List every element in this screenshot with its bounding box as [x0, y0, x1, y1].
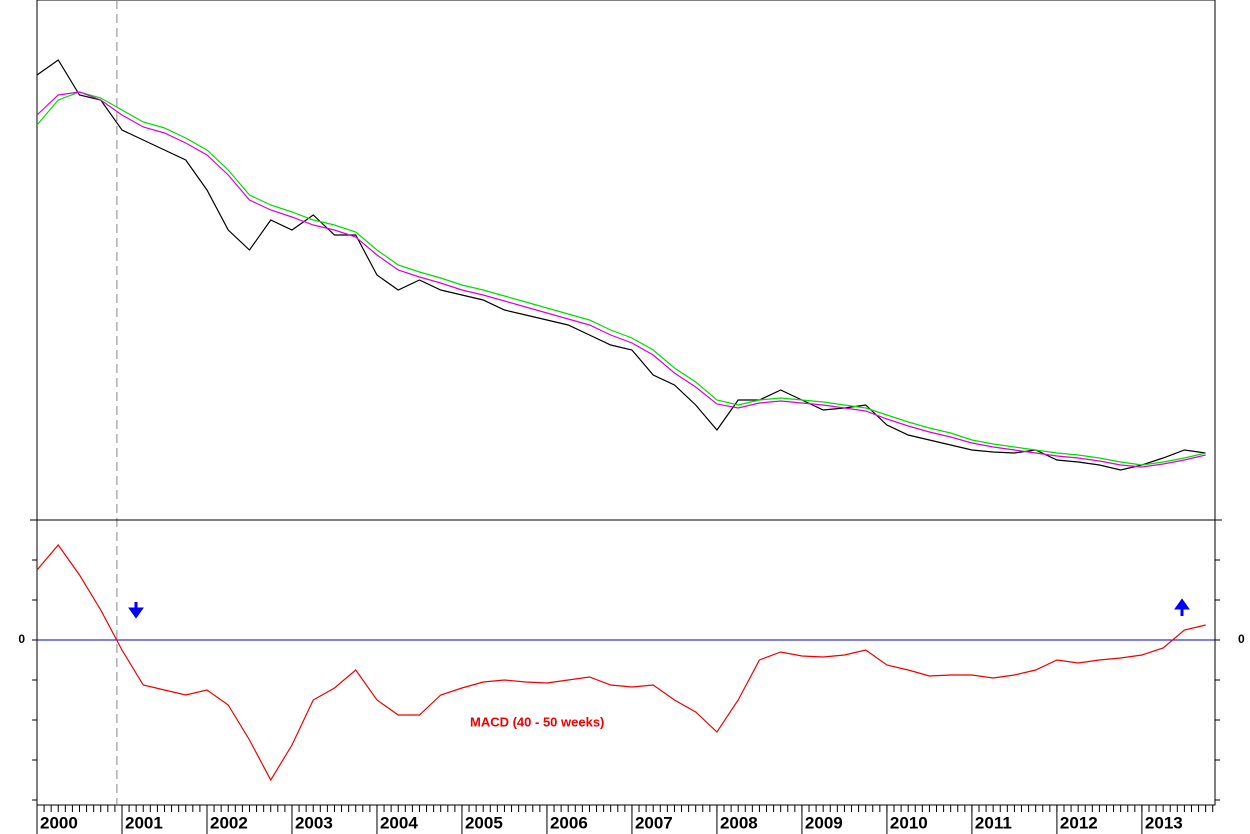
- macd-panel: [36, 519, 1216, 806]
- x-tick-label: 2008: [720, 813, 758, 832]
- x-tick-label: 2010: [890, 813, 928, 832]
- x-tick-label: 2011: [975, 813, 1012, 832]
- series-line: [36, 59, 1206, 471]
- series-line: [36, 91, 1206, 468]
- y-tick-label: 0: [1238, 632, 1245, 646]
- x-tick-label: 2001: [125, 813, 163, 832]
- x-tick-label: 2012: [1060, 813, 1098, 832]
- x-tick-label: 2009: [805, 813, 843, 832]
- x-tick-label: 2002: [210, 813, 248, 832]
- x-tick-label: 2005: [465, 813, 503, 832]
- x-tick-label: 2013: [1145, 813, 1183, 832]
- sell-arrow: [128, 602, 144, 619]
- price-panel: [36, 0, 1216, 521]
- x-tick-label: 2007: [635, 813, 673, 832]
- annotation: MACD (40 - 50 weeks): [470, 714, 604, 729]
- x-tick-label: 2000: [40, 813, 78, 832]
- x-tick-label: 2004: [380, 813, 418, 832]
- y-tick-label: 0: [18, 632, 25, 646]
- buy-arrow: [1174, 598, 1190, 616]
- x-tick-label: 2003: [295, 813, 333, 832]
- x-tick-label: 2006: [550, 813, 588, 832]
- series-line: [36, 91, 1206, 466]
- series-line: [36, 544, 1206, 782]
